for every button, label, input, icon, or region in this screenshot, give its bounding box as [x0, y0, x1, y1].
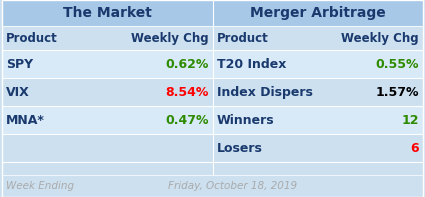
Text: Losers: Losers	[217, 141, 263, 154]
Text: The Market: The Market	[63, 6, 152, 20]
Text: VIX: VIX	[6, 85, 30, 98]
Text: Weekly Chg: Weekly Chg	[341, 32, 419, 45]
FancyBboxPatch shape	[2, 50, 213, 78]
FancyBboxPatch shape	[213, 0, 423, 26]
FancyBboxPatch shape	[2, 175, 423, 197]
FancyBboxPatch shape	[2, 134, 213, 162]
FancyBboxPatch shape	[213, 106, 423, 134]
Text: 0.62%: 0.62%	[166, 58, 209, 71]
FancyBboxPatch shape	[2, 78, 213, 106]
Text: Merger Arbitrage: Merger Arbitrage	[250, 6, 386, 20]
Text: 0.47%: 0.47%	[165, 113, 209, 126]
Text: Weekly Chg: Weekly Chg	[131, 32, 209, 45]
FancyBboxPatch shape	[2, 106, 213, 134]
FancyBboxPatch shape	[213, 50, 423, 78]
FancyBboxPatch shape	[213, 26, 423, 50]
Text: 8.54%: 8.54%	[166, 85, 209, 98]
Text: Winners: Winners	[217, 113, 275, 126]
Text: Index Dispers: Index Dispers	[217, 85, 313, 98]
FancyBboxPatch shape	[2, 0, 213, 26]
Text: 6: 6	[411, 141, 419, 154]
Text: 1.57%: 1.57%	[376, 85, 419, 98]
Text: 0.55%: 0.55%	[376, 58, 419, 71]
Text: Product: Product	[217, 32, 269, 45]
Text: Friday, October 18, 2019: Friday, October 18, 2019	[168, 181, 297, 191]
Text: Product: Product	[6, 32, 58, 45]
Text: T20 Index: T20 Index	[217, 58, 286, 71]
Text: MNA*: MNA*	[6, 113, 45, 126]
Text: 12: 12	[402, 113, 419, 126]
FancyBboxPatch shape	[213, 134, 423, 162]
Text: SPY: SPY	[6, 58, 33, 71]
Text: Week Ending: Week Ending	[6, 181, 74, 191]
FancyBboxPatch shape	[2, 26, 213, 50]
FancyBboxPatch shape	[213, 78, 423, 106]
